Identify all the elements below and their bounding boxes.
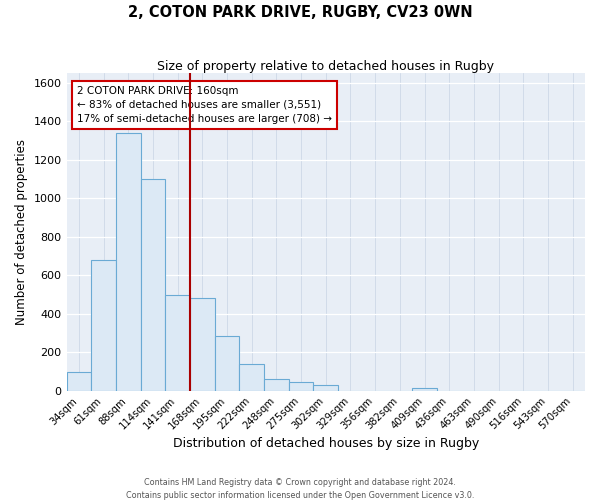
Bar [190, 298, 215, 391]
Bar [140, 179, 165, 391]
Text: 2 COTON PARK DRIVE: 160sqm
← 83% of detached houses are smaller (3,551)
17% of s: 2 COTON PARK DRIVE: 160sqm ← 83% of deta… [77, 86, 332, 124]
Bar [91, 260, 116, 391]
Text: 2, COTON PARK DRIVE, RUGBY, CV23 0WN: 2, COTON PARK DRIVE, RUGBY, CV23 0WN [128, 5, 472, 20]
Bar [239, 364, 264, 391]
Text: Contains HM Land Registry data © Crown copyright and database right 2024.
Contai: Contains HM Land Registry data © Crown c… [126, 478, 474, 500]
Bar [264, 380, 289, 391]
Bar [412, 388, 437, 391]
Title: Size of property relative to detached houses in Rugby: Size of property relative to detached ho… [157, 60, 494, 73]
Bar [116, 132, 140, 391]
Bar [289, 382, 313, 391]
Bar [313, 385, 338, 391]
X-axis label: Distribution of detached houses by size in Rugby: Distribution of detached houses by size … [173, 437, 479, 450]
Bar [67, 372, 91, 391]
Bar [165, 294, 190, 391]
Bar [215, 336, 239, 391]
Y-axis label: Number of detached properties: Number of detached properties [15, 139, 28, 325]
